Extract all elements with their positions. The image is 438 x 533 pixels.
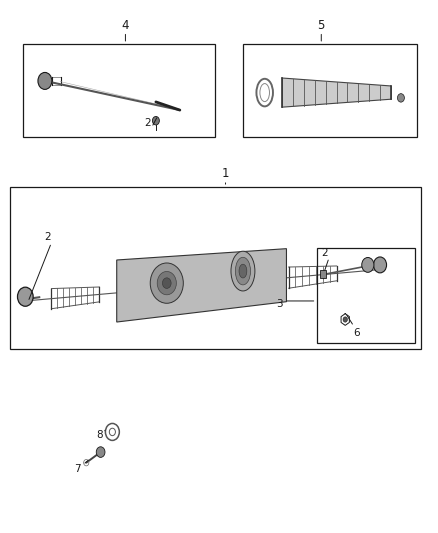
Circle shape <box>397 94 404 102</box>
Text: 8: 8 <box>96 430 102 440</box>
Ellipse shape <box>235 257 251 285</box>
Ellipse shape <box>231 251 255 291</box>
Text: 2: 2 <box>321 248 328 259</box>
Text: 7: 7 <box>74 464 81 474</box>
Circle shape <box>362 257 374 272</box>
Polygon shape <box>117 249 286 322</box>
Text: 2: 2 <box>144 118 151 128</box>
Circle shape <box>152 116 159 125</box>
Polygon shape <box>282 78 391 107</box>
Circle shape <box>343 317 347 322</box>
Text: 5: 5 <box>318 19 325 32</box>
Circle shape <box>18 287 33 306</box>
Text: 1: 1 <box>222 167 229 180</box>
Bar <box>243 44 417 136</box>
Bar <box>10 187 421 349</box>
Circle shape <box>96 447 105 457</box>
Text: 6: 6 <box>353 328 360 338</box>
Circle shape <box>374 257 387 273</box>
Bar <box>321 270 326 278</box>
Text: 2: 2 <box>44 232 50 243</box>
Circle shape <box>150 263 184 303</box>
Bar <box>317 248 415 343</box>
Circle shape <box>162 278 171 288</box>
Text: 3: 3 <box>277 298 283 309</box>
Circle shape <box>38 72 52 90</box>
Bar <box>23 44 215 136</box>
Text: 4: 4 <box>122 19 129 32</box>
Circle shape <box>157 271 177 295</box>
Ellipse shape <box>239 264 247 278</box>
